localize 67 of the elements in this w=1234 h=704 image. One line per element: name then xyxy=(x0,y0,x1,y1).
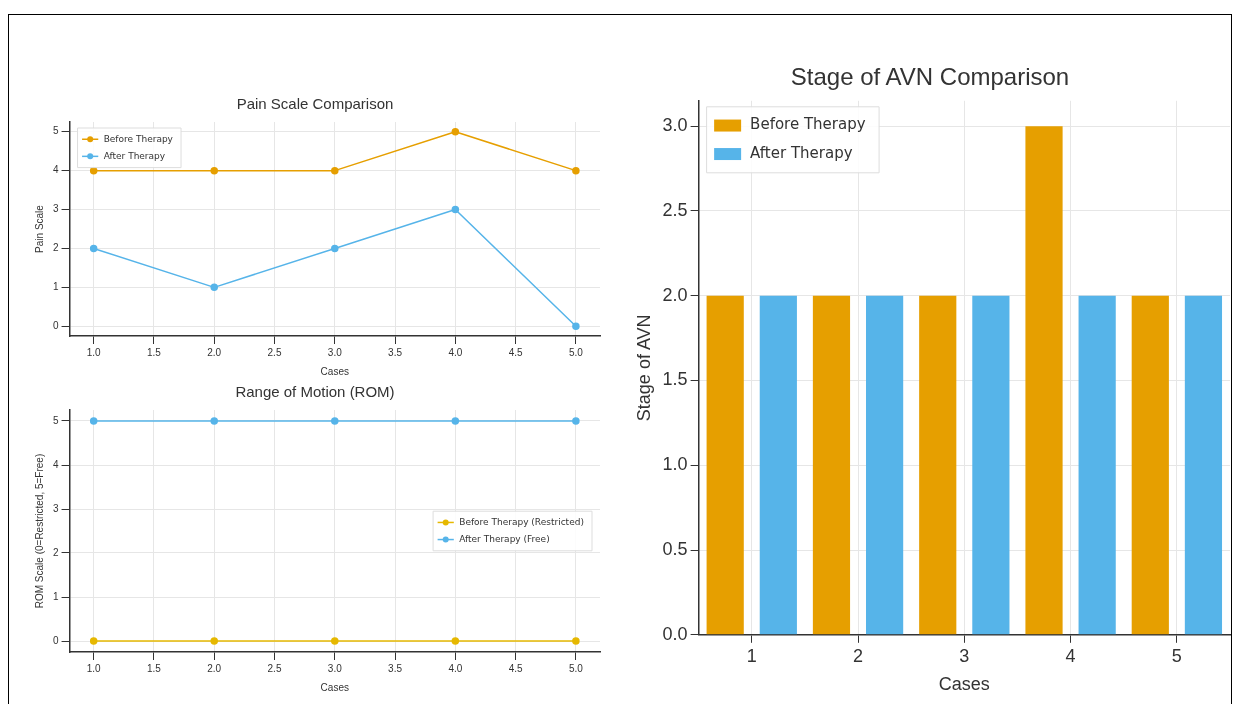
y-axis-title: ROM Scale (0=Restricted, 5=Free) xyxy=(33,453,45,609)
x-tick-label: 5.0 xyxy=(568,346,584,358)
y-tick-label: 0 xyxy=(53,320,59,332)
x-axis-title: Cases xyxy=(938,674,990,695)
x-tick-label: 1.0 xyxy=(86,346,102,358)
legend-label: Before Therapy (Restricted) xyxy=(459,516,584,527)
legend-label: Before Therapy xyxy=(750,115,866,134)
y-tick-label: 1.5 xyxy=(662,369,688,390)
y-tick-label: 2 xyxy=(53,242,59,254)
y-axis-title: Stage of AVN xyxy=(633,314,654,422)
point xyxy=(572,322,580,331)
point xyxy=(331,166,339,175)
point xyxy=(89,166,98,175)
y-tick-label: 1.0 xyxy=(662,454,688,475)
point xyxy=(451,127,460,136)
x-tick-label: 5 xyxy=(1171,645,1182,666)
y-tick-label: 1 xyxy=(53,590,59,602)
x-tick-label: 1.0 xyxy=(86,662,102,674)
point xyxy=(210,166,218,175)
x-tick-label: 3.5 xyxy=(388,662,403,674)
y-tick-label: 2.5 xyxy=(662,199,688,220)
legend-label: After Therapy (Free) xyxy=(459,533,550,544)
y-tick-label: 0.0 xyxy=(662,623,688,644)
x-axis-title: Cases xyxy=(320,681,349,693)
legend-label: After Therapy xyxy=(103,150,166,161)
x-tick-label: 5.0 xyxy=(568,662,584,674)
x-tick-label: 3.5 xyxy=(388,346,403,358)
chart-title: Range of Motion (ROM) xyxy=(235,383,395,401)
point xyxy=(331,244,339,253)
y-tick-label: 3 xyxy=(53,203,59,215)
point xyxy=(572,166,580,175)
x-tick-label: 4 xyxy=(1065,645,1076,666)
y-tick-label: 4 xyxy=(53,458,59,470)
x-tick-label: 3.0 xyxy=(327,346,343,358)
chart-title: Stage of AVN Comparison xyxy=(790,63,1070,91)
x-tick-label: 2.5 xyxy=(267,346,282,358)
legend-label: Before Therapy xyxy=(103,133,174,144)
x-tick-label: 3 xyxy=(959,645,970,666)
y-tick-label: 3 xyxy=(53,502,59,514)
x-tick-label: 2.0 xyxy=(207,346,222,358)
x-tick-label: 4.0 xyxy=(448,662,463,674)
x-tick-label: 1.5 xyxy=(147,662,162,674)
point xyxy=(210,283,218,292)
x-tick-label: 4.5 xyxy=(508,346,523,358)
y-tick-label: 1 xyxy=(53,281,59,293)
point xyxy=(451,205,460,214)
y-tick-label: 4 xyxy=(53,164,59,176)
x-tick-label: 4.0 xyxy=(448,346,463,358)
y-tick-label: 2 xyxy=(53,546,59,558)
x-tick-label: 2 xyxy=(853,645,864,666)
x-axis-title: Cases xyxy=(320,365,349,377)
y-axis-title: Pain Scale xyxy=(33,204,45,253)
x-tick-label: 4.5 xyxy=(508,662,523,674)
x-tick-label: 1.5 xyxy=(147,346,162,358)
chart-title: Pain Scale Comparison xyxy=(236,95,394,113)
y-tick-label: 5 xyxy=(53,414,59,426)
y-tick-label: 2.0 xyxy=(662,284,688,305)
x-tick-label: 2.0 xyxy=(207,662,222,674)
y-tick-label: 3.0 xyxy=(662,115,688,136)
x-tick-label: 2.5 xyxy=(267,662,282,674)
y-tick-label: 0 xyxy=(53,634,59,646)
point xyxy=(89,244,98,253)
x-tick-label: 1 xyxy=(746,645,757,666)
y-tick-label: 5 xyxy=(53,125,59,137)
legend-label: After Therapy xyxy=(750,143,853,162)
y-tick-label: 0.5 xyxy=(662,539,688,560)
x-tick-label: 3.0 xyxy=(327,662,343,674)
